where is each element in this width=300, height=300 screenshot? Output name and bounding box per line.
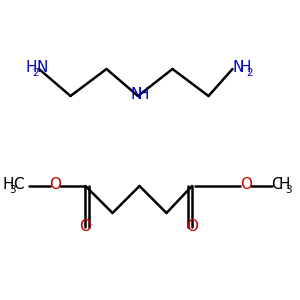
Text: O: O <box>186 219 198 234</box>
Text: H: H <box>26 60 37 75</box>
Text: N: N <box>131 87 142 102</box>
Text: 2: 2 <box>32 68 39 78</box>
Text: 2: 2 <box>246 68 253 78</box>
Text: O: O <box>50 177 61 192</box>
Text: N: N <box>36 60 47 75</box>
Text: H: H <box>239 60 251 75</box>
Text: H: H <box>3 177 14 192</box>
Text: C: C <box>272 177 282 192</box>
Text: O: O <box>240 177 252 192</box>
Text: 3: 3 <box>285 185 291 195</box>
Text: C: C <box>13 177 24 192</box>
Text: H: H <box>137 87 149 102</box>
Text: N: N <box>232 60 244 75</box>
Text: H: H <box>278 177 290 192</box>
Text: 3: 3 <box>10 185 16 195</box>
Text: O: O <box>80 219 92 234</box>
